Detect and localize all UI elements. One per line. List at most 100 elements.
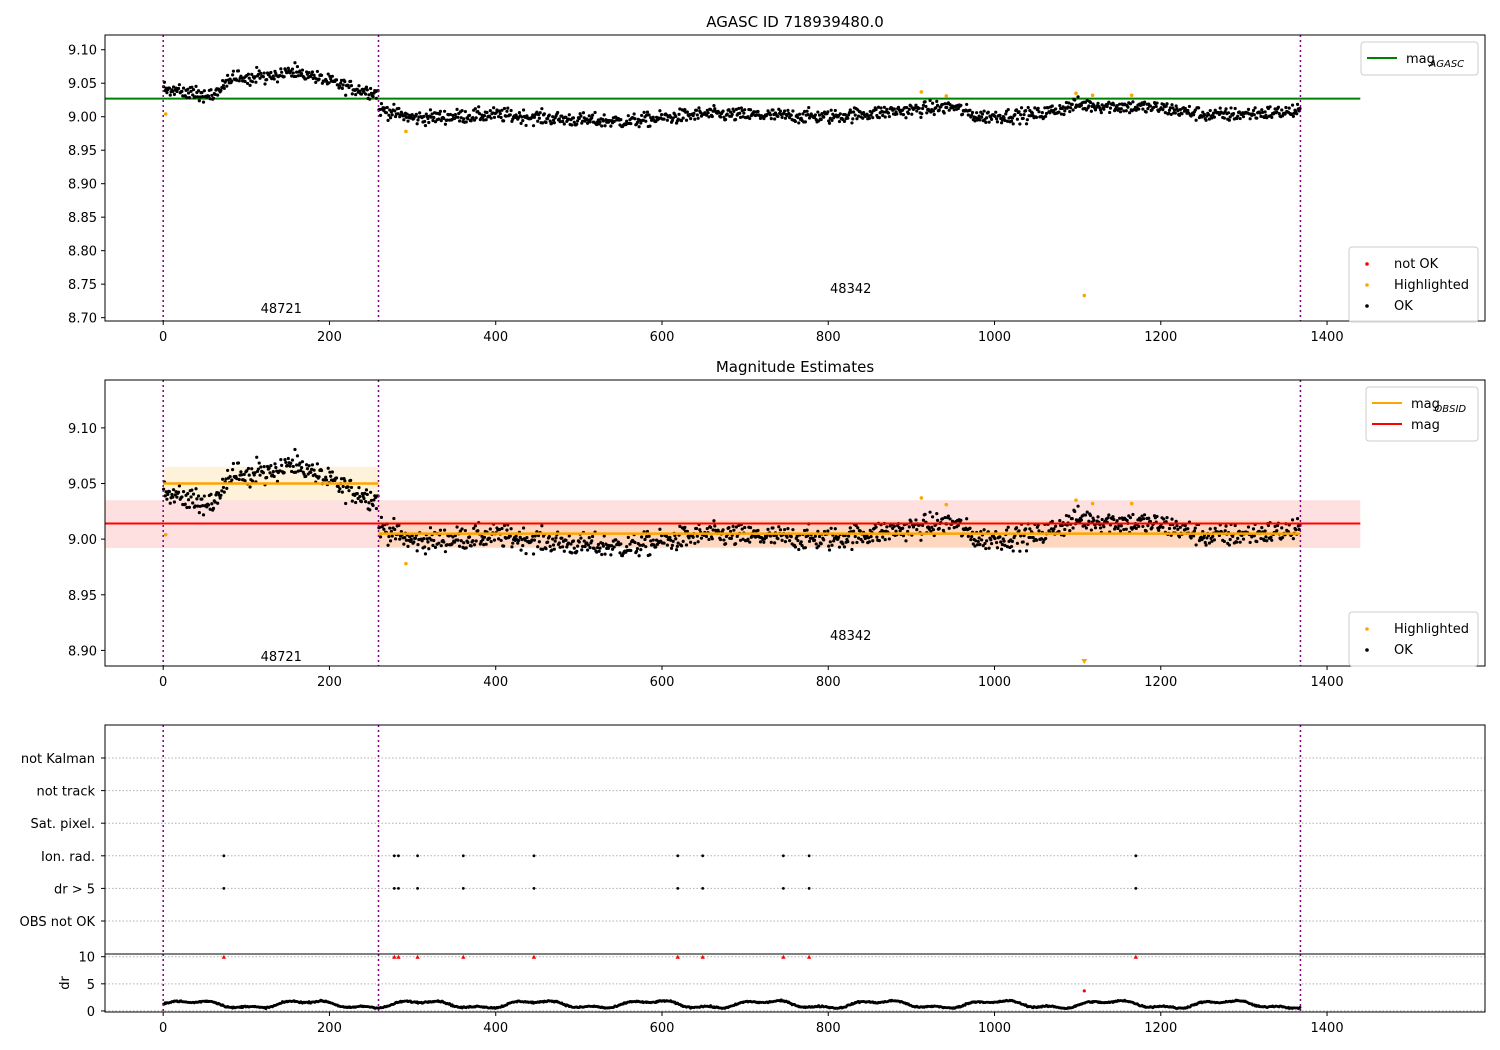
- data-point-ok: [1118, 516, 1122, 520]
- data-point-ok: [521, 526, 526, 530]
- data-point-ok: [255, 455, 259, 459]
- data-point-ok: [648, 553, 652, 557]
- data-point-ok: [689, 117, 693, 121]
- data-point-ok: [473, 107, 477, 111]
- x-tick-label: 600: [650, 330, 675, 345]
- data-point-ok: [1131, 100, 1135, 104]
- category-label: not Kalman: [21, 752, 95, 767]
- data-point-ok: [628, 542, 632, 546]
- data-point-ok: [881, 110, 886, 114]
- data-point-ok: [1068, 106, 1073, 110]
- data-point-ok: [521, 118, 525, 123]
- data-point-ok: [1112, 517, 1116, 522]
- data-point-ok: [1076, 95, 1080, 99]
- data-point-ok: [219, 493, 223, 497]
- data-point-ok: [349, 83, 354, 88]
- data-point-ok: [386, 543, 390, 547]
- data-point-ok: [536, 119, 540, 123]
- data-point-ok: [928, 98, 932, 103]
- data-point-ok: [521, 108, 526, 112]
- data-point-ok: [596, 118, 600, 122]
- data-point-ok: [280, 70, 284, 74]
- data-point-ok: [1068, 529, 1072, 533]
- data-point-ok: [684, 543, 689, 547]
- flag-point: [461, 854, 465, 858]
- data-point-ok: [387, 113, 391, 117]
- data-point-ok: [970, 534, 974, 539]
- data-point-ok: [795, 113, 799, 117]
- data-point-ok: [455, 525, 459, 529]
- data-point-ok: [183, 502, 187, 506]
- data-point-ok: [633, 540, 637, 545]
- data-point-ok: [261, 75, 265, 79]
- data-point-ok: [802, 528, 807, 533]
- data-point-ok: [791, 528, 795, 532]
- data-point-ok: [901, 113, 906, 117]
- data-point-ok: [1217, 112, 1221, 117]
- data-point-ok: [1002, 116, 1006, 120]
- data-point-ok: [603, 552, 607, 556]
- data-point-ok: [986, 110, 990, 114]
- data-point-ok: [230, 478, 234, 482]
- data-point-ok: [570, 551, 574, 555]
- data-point-ok: [937, 526, 941, 531]
- data-point-ok: [514, 534, 518, 538]
- data-point-ok: [722, 538, 726, 542]
- data-point-ok: [239, 470, 243, 474]
- data-point-ok: [805, 109, 809, 113]
- data-point-ok: [901, 534, 906, 538]
- data-point-ok: [727, 526, 731, 530]
- data-point-ok: [644, 119, 648, 123]
- data-point-ok: [552, 547, 556, 551]
- data-point-ok: [222, 490, 226, 494]
- data-point-ok: [619, 117, 623, 122]
- y-tick-label: 8.85: [68, 211, 97, 226]
- data-point-ok: [850, 121, 854, 125]
- data-point-ok: [531, 534, 535, 538]
- data-point-ok: [994, 117, 999, 121]
- data-point-ok: [899, 112, 903, 116]
- data-point-ok: [460, 109, 464, 113]
- data-point-ok: [789, 113, 793, 117]
- data-point-ok: [1011, 549, 1015, 553]
- data-point-ok: [738, 115, 743, 120]
- data-point-ok: [1167, 111, 1171, 115]
- data-point-ok: [856, 526, 860, 530]
- data-point-ok: [669, 115, 673, 119]
- data-point-ok: [413, 536, 418, 540]
- data-point-ok: [295, 70, 299, 74]
- data-point-ok: [1177, 113, 1182, 117]
- data-point-ok: [1093, 526, 1098, 530]
- data-point-ok: [695, 534, 699, 538]
- data-point-ok: [243, 79, 247, 84]
- data-point-ok: [595, 122, 599, 127]
- data-point-ok: [250, 72, 254, 76]
- data-point-ok: [433, 545, 438, 550]
- data-point-ok: [427, 547, 431, 551]
- data-point-ok: [711, 528, 715, 532]
- data-point-ok: [662, 117, 666, 121]
- data-point-ok: [402, 542, 406, 546]
- data-point-ok: [257, 461, 261, 465]
- data-point-ok: [974, 116, 978, 120]
- data-point-ok: [999, 540, 1003, 544]
- data-point-ok: [1265, 539, 1269, 543]
- data-point-ok: [1204, 543, 1208, 547]
- data-point-ok: [410, 534, 414, 538]
- data-point-ok: [1276, 105, 1281, 109]
- y-tick-label: 9.10: [68, 422, 97, 437]
- off-scale-marker: [1081, 659, 1088, 664]
- data-point-ok: [358, 89, 362, 93]
- data-point-ok: [1092, 518, 1096, 522]
- data-point-ok: [1192, 529, 1197, 533]
- data-point-ok: [1241, 115, 1246, 119]
- x-tick-label: 1400: [1311, 1021, 1344, 1036]
- data-point-ok: [609, 124, 613, 128]
- data-point-ok: [210, 502, 214, 506]
- data-point-ok: [423, 119, 427, 124]
- data-point-ok: [1115, 519, 1119, 523]
- data-point-ok: [201, 513, 206, 517]
- data-point-ok: [887, 114, 891, 119]
- x-tick-label: 1400: [1311, 330, 1344, 345]
